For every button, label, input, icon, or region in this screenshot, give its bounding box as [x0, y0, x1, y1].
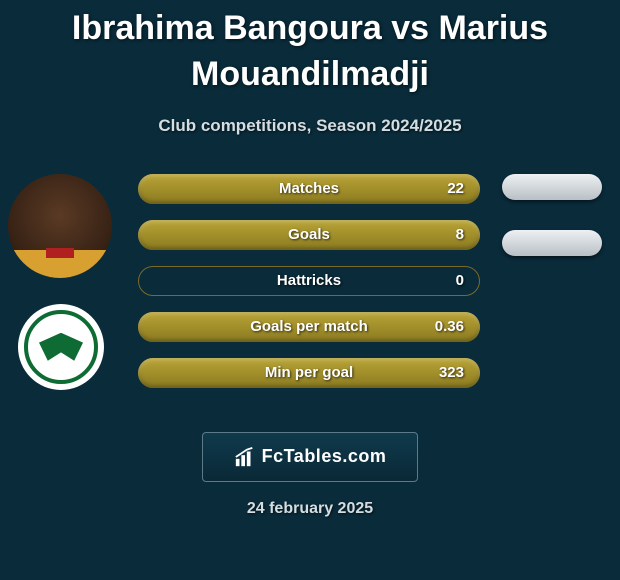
chart-icon: [234, 446, 256, 468]
bar-fill: [138, 358, 480, 388]
player2-pill: [502, 230, 602, 256]
player1-avatar: [8, 174, 112, 278]
player2-pill: [502, 174, 602, 200]
bar-fill: [138, 312, 480, 342]
stat-row-min-per-goal: Min per goal323: [138, 358, 480, 388]
avatar-collar: [46, 248, 74, 258]
stat-row-goals-per-match: Goals per match0.36: [138, 312, 480, 342]
eagle-icon: [39, 333, 83, 361]
player2-pills: [502, 174, 602, 286]
team-badge: [18, 304, 104, 390]
bar-track: [138, 266, 480, 296]
date-text: 24 february 2025: [0, 500, 620, 518]
title-line-2: Mouandilmadji: [191, 55, 429, 93]
bar-fill: [138, 220, 480, 250]
team-badge-ring: [24, 310, 98, 384]
bar-fill: [138, 174, 480, 204]
stat-row-goals: Goals8: [138, 220, 480, 250]
brand-badge[interactable]: FcTables.com: [202, 432, 418, 482]
title-line-1: Ibrahima Bangoura vs Marius: [72, 9, 548, 47]
stats-area: Matches22 Goals8 Hattricks0 Goals per match…: [0, 174, 620, 414]
stat-row-hattricks: Hattricks0: [138, 266, 480, 296]
page-title: Ibrahima Bangoura vs Marius Mouandilmadj…: [0, 0, 620, 98]
stat-bars: Matches22 Goals8 Hattricks0 Goals per match…: [138, 174, 480, 404]
stat-row-matches: Matches22: [138, 174, 480, 204]
subtitle: Club competitions, Season 2024/2025: [0, 116, 620, 136]
brand-text: FcTables.com: [262, 446, 387, 467]
